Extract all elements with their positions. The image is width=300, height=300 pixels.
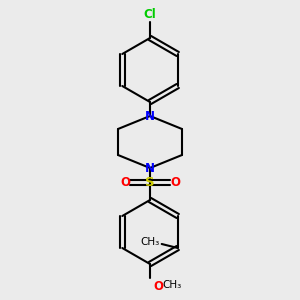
Text: Cl: Cl: [144, 8, 156, 21]
Text: N: N: [145, 161, 155, 175]
Text: O: O: [170, 176, 180, 188]
Text: S: S: [145, 176, 155, 188]
Text: O: O: [120, 176, 130, 188]
Text: CH₃: CH₃: [140, 237, 160, 247]
Text: N: N: [145, 110, 155, 122]
Text: CH₃: CH₃: [162, 280, 181, 290]
Text: O: O: [153, 280, 163, 293]
